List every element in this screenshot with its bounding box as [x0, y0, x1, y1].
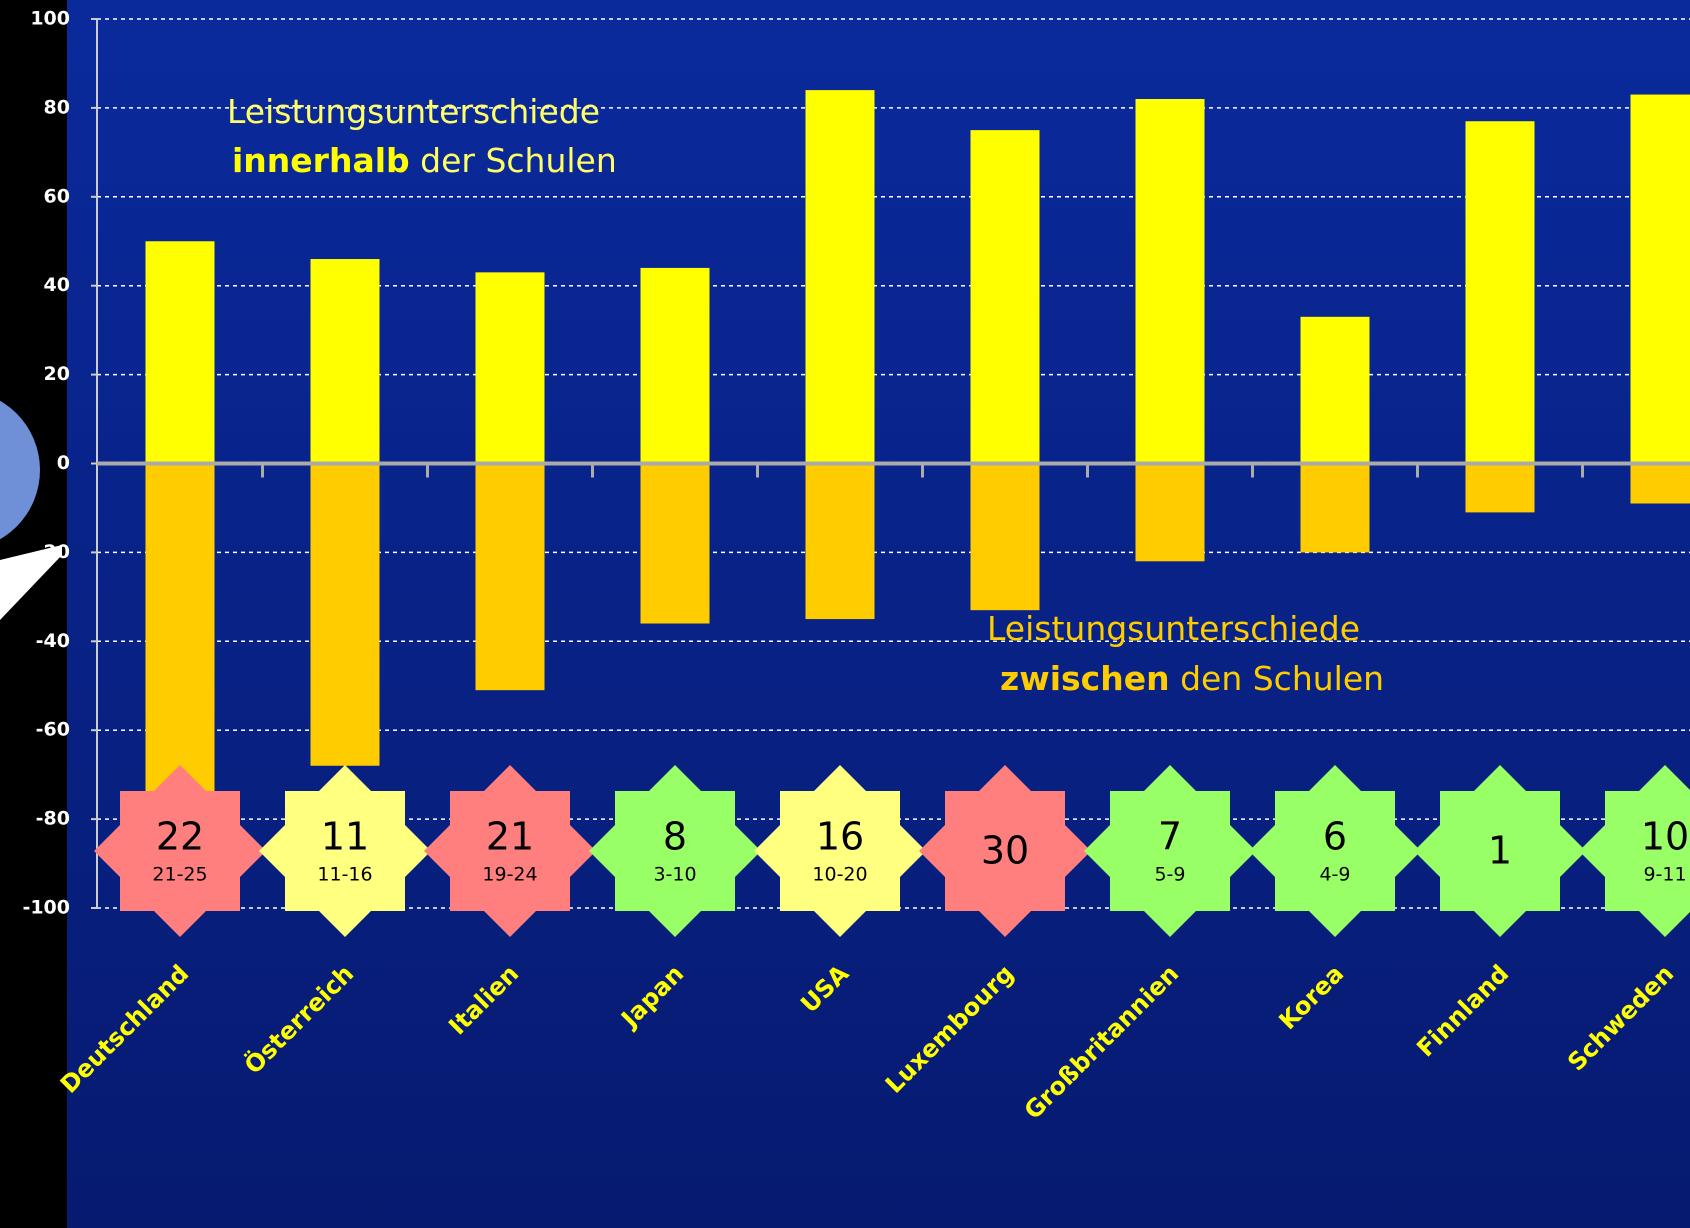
rank-range: 10-20	[812, 864, 867, 886]
annotation-bold: zwischen	[1000, 659, 1170, 698]
bar	[1300, 463, 1370, 553]
y-tick-label: -20	[36, 541, 70, 563]
badge-diamond	[1579, 765, 1690, 937]
y-tick-label: -40	[36, 630, 70, 652]
annotation-bold: innerhalb	[232, 141, 410, 180]
rank-badge: 30	[919, 765, 1091, 937]
badge-diamond	[1249, 765, 1421, 937]
bar	[1300, 316, 1370, 464]
y-tick-label: -100	[22, 897, 70, 919]
badge-diamond	[424, 765, 596, 937]
bar	[970, 130, 1040, 464]
rank-range: 19-24	[482, 864, 537, 886]
bar	[1465, 121, 1535, 464]
rank-label: 21	[486, 815, 534, 859]
bar	[310, 259, 380, 464]
rank-range: 5-9	[1154, 864, 1185, 886]
bar	[310, 463, 380, 766]
rank-badge: 11 11-16	[259, 765, 431, 937]
rank-range: 11-16	[317, 864, 372, 886]
bar	[475, 272, 545, 464]
rank-label: 7	[1158, 815, 1182, 859]
bar	[1135, 463, 1205, 562]
bar	[640, 267, 710, 464]
bar	[1630, 94, 1690, 464]
badge-diamond	[754, 765, 926, 937]
y-tick-label: 80	[44, 96, 70, 118]
rank-badge: 21 19-24	[424, 765, 596, 937]
annotation: zwischen den Schulen	[1000, 659, 1384, 698]
bar	[145, 463, 215, 802]
rank-label: 10	[1641, 815, 1689, 859]
bar	[970, 463, 1040, 611]
bars	[97, 90, 1690, 802]
bar	[1630, 463, 1690, 504]
rank-label: 6	[1323, 815, 1347, 859]
annotation: Leistungsunterschiede	[987, 609, 1360, 648]
bar	[805, 463, 875, 620]
rank-label: 11	[321, 815, 369, 859]
rank-label: 22	[156, 815, 204, 859]
rank-badge: 22 21-25	[94, 765, 266, 937]
badge-diamond	[589, 765, 761, 937]
rank-range: 3-10	[653, 864, 696, 886]
y-tick-label: 40	[44, 274, 70, 296]
rank-range: 21-25	[152, 864, 207, 886]
rank-badge: 75-9	[1084, 765, 1256, 937]
annotation: Leistungsunterschiede	[227, 92, 600, 131]
rank-badge: 8 3-10	[589, 765, 761, 937]
y-tick-label: -80	[36, 808, 70, 830]
decor-shape	[0, 545, 62, 620]
badge-diamond	[1084, 765, 1256, 937]
y-tick-label: 0	[57, 452, 70, 474]
rank-label: 16	[816, 815, 864, 859]
badge-diamond	[94, 765, 266, 937]
y-tick-label: 60	[44, 185, 70, 207]
rank-badge: 1	[1414, 765, 1586, 937]
rank-label: 1	[1488, 829, 1512, 873]
bar	[640, 463, 710, 624]
annotation-text: den Schulen	[1180, 659, 1384, 698]
rank-badge: 10 9-11	[1579, 765, 1690, 937]
bar	[805, 90, 875, 464]
rank-range: 4-9	[1319, 864, 1350, 886]
badge-diamond	[259, 765, 431, 937]
bar	[475, 463, 545, 691]
rank-label: 30	[981, 829, 1029, 873]
y-tick-label: 100	[30, 8, 70, 30]
y-tick-label: -60	[36, 719, 70, 741]
rank-range: 9-11	[1643, 864, 1686, 886]
rank-badge: 16 10-20	[754, 765, 926, 937]
bar	[1135, 99, 1205, 464]
bar	[1465, 463, 1535, 513]
bar	[145, 241, 215, 464]
y-tick-label: 20	[44, 363, 70, 385]
rank-badge: 64-9	[1249, 765, 1421, 937]
annotation-text: der Schulen	[420, 141, 617, 180]
annotation: innerhalb der Schulen	[232, 141, 617, 180]
badge-diamond	[1414, 765, 1586, 937]
decor-circle	[0, 400, 40, 540]
rank-label: 8	[663, 815, 687, 859]
badge-diamond	[919, 765, 1091, 937]
